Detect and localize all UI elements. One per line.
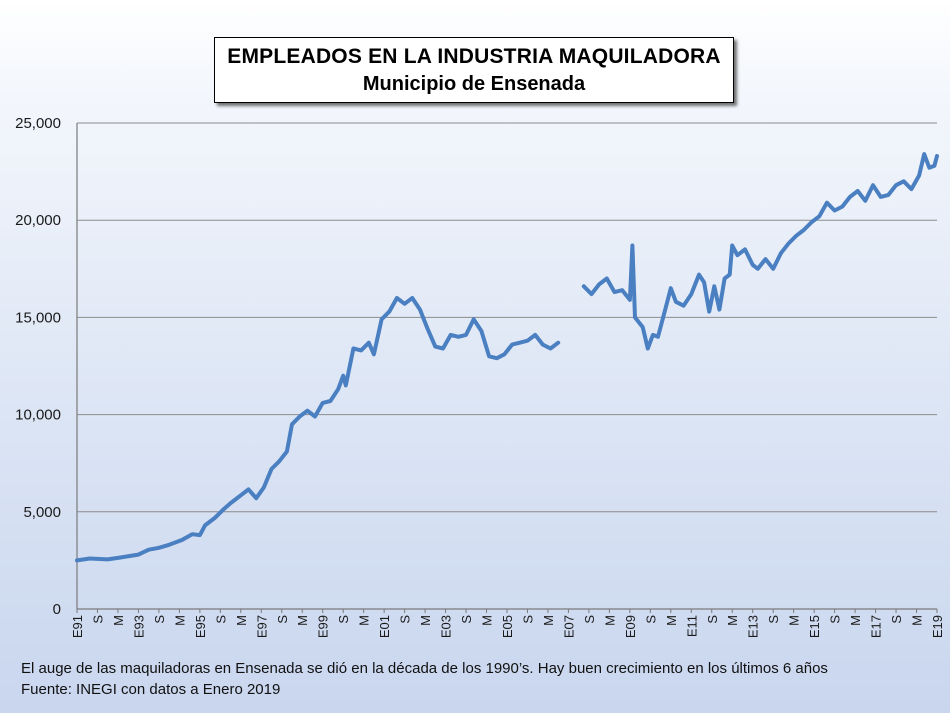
series-line-segment [581,152,939,351]
footer-source: Fuente: INEGI con datos a Enero 2019 [21,681,281,698]
x-tick-label: M [234,615,249,626]
y-tick-label: 5,000 [23,504,61,521]
x-tick-label: S [582,615,597,624]
x-tick-label: E07 [561,615,576,638]
x-tick-label: E09 [623,615,638,638]
x-tick-label: M [910,615,925,626]
gridlines [77,122,937,513]
x-tick-label: S [889,615,904,624]
x-tick-label: S [766,615,781,624]
x-tick-labels: E91 S M E93 S M E95 S M E97 S M E99 S M E01 S M E03 S M E05 S M… [70,615,945,638]
x-tick-label: S [459,615,474,624]
x-tick-label: M [111,615,126,626]
x-tick-label: E05 [500,615,515,638]
x-tick-label: E97 [254,615,269,638]
y-tick-label: 15,000 [15,309,61,326]
y-tick-label: 0 [53,601,61,618]
x-tick-label: E19 [930,615,945,638]
chart-title-box: EMPLEADOS EN LA INDUSTRIA MAQUILADORA Mu… [214,37,734,103]
x-tick-label: M [295,615,310,626]
x-tick-label: S [643,615,658,624]
x-tick-label: S [336,615,351,624]
x-tick-label: S [275,615,290,624]
x-tick-label: M [848,615,863,626]
y-tick-label: 10,000 [15,407,61,424]
series-employees [75,152,939,563]
x-tick-label: E15 [807,615,822,638]
y-tick-label: 25,000 [15,115,61,132]
y-tick-labels: 0 5,000 10,000 15,000 20,000 25,000 [15,115,61,618]
x-tick-label: M [664,615,679,626]
x-tick-label: E13 [746,615,761,638]
x-tick-label: S [90,615,105,624]
x-tick-label: E99 [316,615,331,638]
x-tick-label: M [418,615,433,626]
axes [76,123,938,613]
x-tick-label: S [705,615,720,624]
footer-note: El auge de las maquiladoras en Ensenada … [21,660,828,677]
x-tick-label: M [172,615,187,626]
x-tick-label: E91 [70,615,85,638]
chart-subtitle: Municipio de Ensenada [362,73,586,95]
x-tick-label: E01 [377,615,392,638]
x-tick-label: S [520,615,535,624]
x-tick-label: E11 [684,615,699,637]
x-tick-label: S [213,615,228,624]
x-tick-label: M [480,615,495,626]
x-tick-label: S [398,615,413,624]
x-tick-label: S [828,615,843,624]
footer-notes: El auge de las maquiladoras en Ensenada … [21,658,828,700]
x-tick-label: M [541,615,556,626]
x-tick-label: M [787,615,802,626]
x-tick-label: S [152,615,167,624]
x-tick-label: E93 [131,615,146,638]
x-tick-label: M [357,615,372,626]
series-line-segment [75,296,561,563]
x-tick-label: M [725,615,740,626]
y-tick-label: 20,000 [15,212,61,229]
x-tick-label: E17 [869,615,884,638]
x-tick-label: E03 [439,615,454,638]
chart-title: EMPLEADOS EN LA INDUSTRIA MAQUILADORA [227,45,721,68]
x-tick-label: M [602,615,617,626]
x-tick-label: E95 [193,615,208,638]
